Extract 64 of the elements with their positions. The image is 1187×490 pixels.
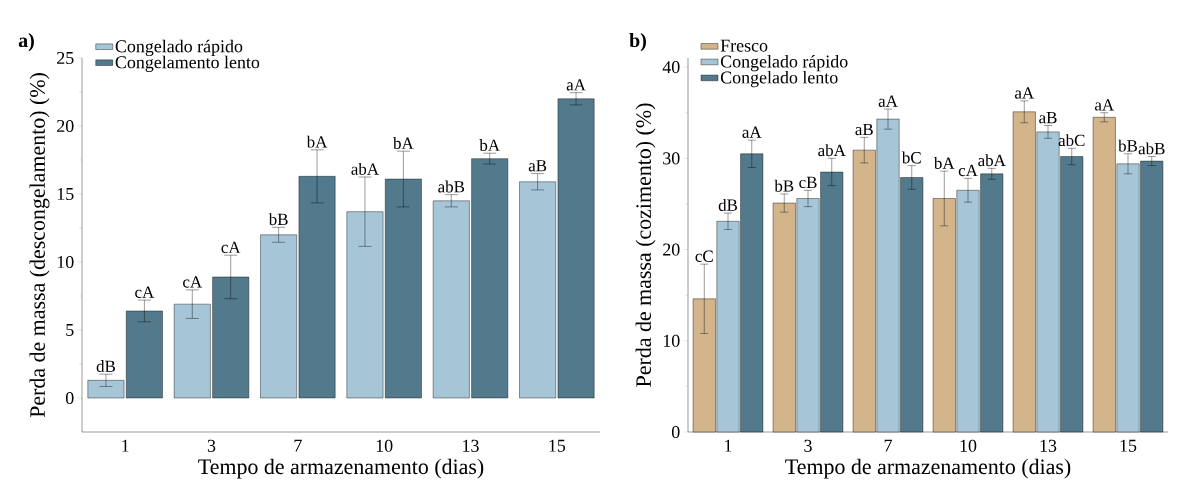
y-tick-label: 10 — [663, 334, 680, 347]
data-label: cA — [221, 241, 241, 254]
y-axis-title: Perda de massa (cozimento) (%) — [635, 103, 656, 387]
x-tick-label: 15 — [1120, 439, 1137, 452]
x-tick-label: 7 — [884, 439, 892, 452]
legend-label: Congelamento lento — [115, 55, 260, 73]
y-tick-label: 5 — [66, 324, 74, 336]
x-axis-title: Tempo de armazenamento (dias) — [198, 458, 484, 479]
data-label: bA — [479, 139, 500, 152]
legend-label: Congelado rápido — [720, 54, 848, 72]
x-tick-label: 13 — [463, 439, 479, 452]
data-label: abB — [1138, 142, 1165, 155]
data-label: bA — [306, 135, 328, 148]
data-label: bB — [268, 213, 288, 226]
data-label: aB — [528, 160, 547, 172]
data-label: aB — [855, 123, 873, 136]
data-label: abB — [438, 180, 465, 193]
x-tick-label: 7 — [294, 439, 302, 452]
x-tick-label: 3 — [207, 439, 216, 452]
y-tick-label: 0 — [671, 425, 680, 439]
data-label: abA — [351, 162, 379, 175]
x-axis-title: Tempo de armazenamento (dias) — [785, 458, 1071, 479]
data-label: abA — [818, 144, 846, 157]
data-label: abC — [1058, 134, 1085, 147]
y-tick-label: 20 — [663, 243, 680, 256]
x-tick-label: 1 — [725, 439, 732, 452]
x-tick-label: 1 — [122, 439, 129, 452]
x-tick-label: 15 — [549, 439, 566, 452]
data-label: aA — [878, 95, 898, 107]
legend-label: Congelado rápido — [115, 39, 243, 57]
chart-title: a) — [18, 33, 34, 52]
y-tick-label: 0 — [65, 391, 74, 405]
data-label: aA — [566, 79, 586, 91]
data-label: bC — [901, 151, 921, 164]
data-label: aA — [1094, 99, 1115, 111]
x-tick-label: 10 — [376, 439, 393, 452]
data-label: aA — [1014, 87, 1035, 99]
data-label: cA — [135, 286, 155, 298]
chart-title: b) — [629, 33, 646, 52]
data-label: bB — [1118, 139, 1138, 152]
data-label: bA — [393, 137, 414, 149]
x-tick-label: 10 — [960, 439, 977, 452]
data-label: bB — [774, 179, 794, 192]
y-tick-label: 40 — [662, 61, 680, 74]
y-axis-title: Perda de massa (descongelamento) (%) — [29, 73, 50, 418]
data-label: aB — [1039, 112, 1057, 124]
y-tick-label: 10 — [57, 255, 74, 269]
data-label: bA — [933, 157, 955, 169]
x-tick-label: 3 — [804, 439, 812, 452]
data-label: aA — [742, 126, 762, 138]
data-label: dB — [718, 198, 738, 211]
x-tick-label: 13 — [1040, 439, 1057, 452]
data-label: cB — [799, 176, 817, 189]
y-tick-label: 30 — [663, 152, 680, 165]
data-label: cC — [695, 250, 713, 262]
data-label: abA — [978, 154, 1006, 167]
data-label: cA — [958, 164, 978, 177]
y-tick-label: 20 — [57, 119, 74, 133]
y-tick-label: 25 — [57, 51, 74, 65]
legend-label: Congelado lento — [720, 70, 838, 88]
legend-label: Fresco — [720, 39, 768, 52]
y-tick-label: 15 — [57, 187, 74, 200]
data-label: cA — [183, 276, 203, 288]
data-label: dB — [96, 360, 115, 373]
